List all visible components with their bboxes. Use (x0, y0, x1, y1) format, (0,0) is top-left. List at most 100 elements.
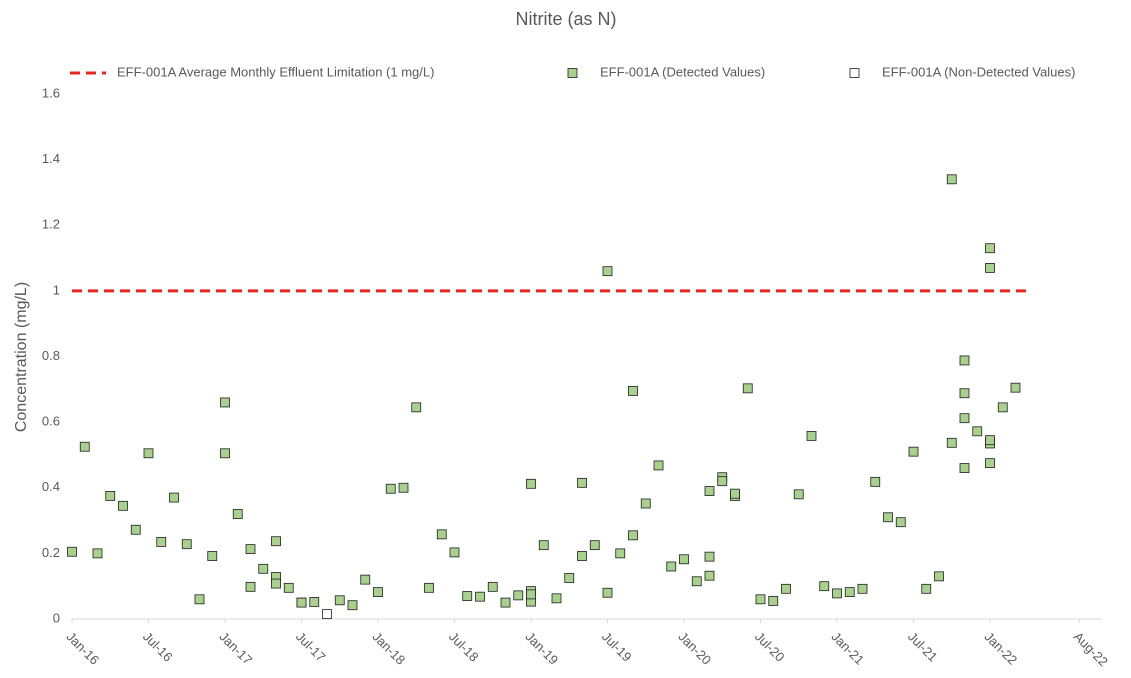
data-point (602, 587, 613, 598)
data-point (385, 483, 396, 494)
data-point (105, 491, 116, 501)
data-point (513, 590, 524, 601)
data-point (972, 426, 983, 437)
data-point (959, 388, 970, 399)
data-point (628, 386, 638, 396)
data-point (768, 596, 779, 606)
data-point (806, 431, 817, 441)
y-axis-label: Concentration (mg/L) (13, 282, 30, 432)
x-tick-label: Jul-18 (446, 629, 482, 665)
data-point (997, 402, 1008, 413)
data-point (156, 536, 167, 547)
data-point (704, 486, 715, 496)
data-point (959, 413, 970, 424)
data-point (832, 588, 842, 599)
y-tick-label: 0.8 (42, 348, 60, 363)
data-point (424, 582, 434, 593)
data-point (577, 477, 587, 488)
data-point (245, 581, 256, 592)
data-point (334, 595, 345, 606)
data-point (475, 591, 485, 602)
data-point (118, 500, 128, 511)
data-point (411, 402, 422, 413)
legend-label: EFF-001A (Detected Values) (600, 64, 765, 79)
y-tick-label: 1.4 (42, 151, 60, 166)
x-tick-label: Jan-16 (63, 629, 102, 668)
data-point (245, 544, 256, 555)
data-point (921, 583, 932, 594)
x-tick-label: Jan-20 (675, 629, 714, 668)
data-point (181, 539, 192, 550)
data-point (985, 435, 995, 446)
legend-swatch (849, 68, 860, 78)
data-point (793, 489, 804, 500)
data-point (883, 512, 893, 523)
data-point (67, 546, 77, 557)
data-point (220, 448, 230, 459)
data-point (870, 476, 881, 487)
data-point (309, 597, 320, 607)
data-point (589, 540, 600, 551)
x-tick-label: Jul-21 (905, 629, 941, 665)
data-point (564, 573, 575, 583)
x-tick-label: Jul-20 (752, 629, 788, 665)
data-point (704, 551, 715, 562)
data-point (526, 478, 536, 489)
data-point (653, 460, 664, 471)
data-point (755, 594, 766, 605)
data-point (347, 600, 358, 611)
data-point (985, 263, 995, 273)
data-point (895, 517, 906, 528)
chart-title: Nitrite (as N) (515, 9, 616, 29)
data-point (462, 591, 473, 601)
x-tick-label: Jul-16 (140, 629, 176, 665)
data-point (946, 174, 957, 185)
data-point (130, 524, 141, 535)
data-point (844, 587, 855, 597)
data-point (857, 583, 868, 594)
legend-swatch (567, 68, 578, 78)
data-point (296, 597, 307, 608)
data-point (232, 509, 243, 519)
data-point (398, 482, 409, 493)
y-tick-label: 0.2 (42, 545, 60, 560)
data-point (283, 582, 294, 593)
data-point (1010, 382, 1021, 393)
data-point (487, 581, 498, 592)
data-point (360, 574, 371, 585)
data-point (79, 441, 90, 452)
data-point (959, 355, 970, 366)
data-point (322, 609, 332, 619)
data-point (691, 576, 702, 587)
data-point (436, 529, 447, 540)
data-point (258, 563, 269, 574)
data-point (640, 498, 651, 509)
data-point (742, 383, 753, 394)
data-point (666, 561, 677, 572)
x-tick-label: Aug-22 (1071, 629, 1111, 669)
data-point (908, 446, 919, 457)
data-point (271, 578, 281, 589)
data-point (538, 540, 549, 551)
data-point (194, 594, 205, 605)
x-tick-label: Jul-17 (293, 629, 329, 665)
x-tick-label: Jan-17 (216, 629, 255, 668)
data-point (169, 492, 179, 503)
data-point (220, 397, 230, 408)
data-point (934, 571, 944, 582)
data-point (449, 547, 460, 558)
legend-label: EFF-001A (Non-Detected Values) (882, 64, 1075, 79)
data-point (373, 587, 383, 597)
data-point (500, 597, 511, 608)
y-tick-label: 1.6 (42, 85, 60, 100)
x-tick-label: Jul-19 (599, 629, 635, 665)
data-point (526, 589, 536, 600)
data-point (985, 458, 995, 469)
x-tick-label: Jan-18 (369, 629, 408, 668)
data-point (959, 463, 970, 473)
data-point (143, 448, 154, 459)
legend: EFF-001A Average Monthly Effluent Limita… (70, 64, 1075, 79)
x-tick-label: Jan-19 (522, 629, 561, 668)
legend-label: EFF-001A Average Monthly Effluent Limita… (117, 64, 434, 79)
